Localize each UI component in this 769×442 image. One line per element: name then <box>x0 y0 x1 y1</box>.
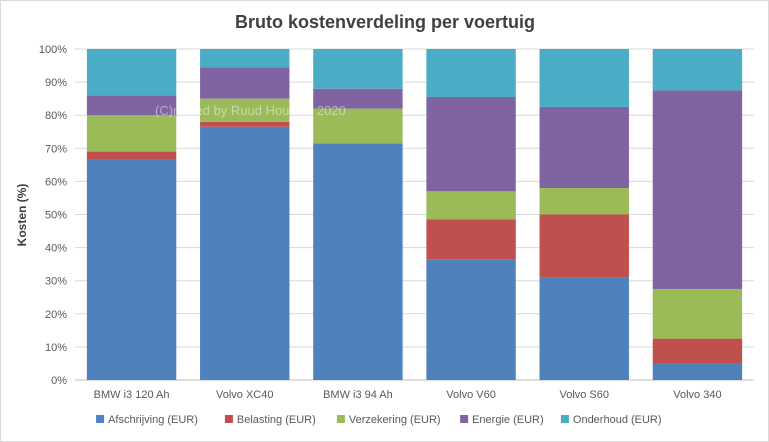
bar-segment <box>86 159 177 380</box>
bar-segment <box>313 108 403 144</box>
y-tick-label: 0% <box>51 375 67 387</box>
bar-segment <box>86 49 177 96</box>
bar-segment <box>313 88 403 109</box>
legend-swatch <box>560 415 569 423</box>
legend-label: Energie (EUR) <box>472 414 544 426</box>
bar-segment <box>652 49 743 91</box>
y-tick-labels: 0% 10% 20% 30% 40% 50% 60% 70% 80% 90% 100% <box>39 44 67 387</box>
bar-segment <box>200 98 290 122</box>
legend-label: Afschrijving (EUR) <box>108 414 198 426</box>
bar-segment <box>652 90 743 289</box>
bar-segment <box>86 95 177 116</box>
bar-segment <box>200 49 290 68</box>
x-tick-label: Volvo S60 <box>559 389 609 401</box>
y-tick-label: 90% <box>45 77 67 89</box>
x-tick-label: Volvo V60 <box>446 389 496 401</box>
bar-segment <box>539 214 629 278</box>
y-axis-label: Kosten (%) <box>15 184 29 247</box>
y-tick-label: 100% <box>39 44 67 56</box>
bar-segment <box>426 49 516 97</box>
bar-segment <box>539 49 629 107</box>
bar-segment <box>539 277 629 380</box>
bar-segment <box>200 126 290 380</box>
bar-segment <box>86 115 177 152</box>
watermark-text: (C)reated by Ruud Houwen 2020 <box>155 103 346 118</box>
bar-segment <box>200 121 290 127</box>
y-tick-label: 10% <box>45 342 67 354</box>
legend-swatch <box>336 415 345 423</box>
grid-lines <box>75 48 754 381</box>
legend-label: Belasting (EUR) <box>237 414 316 426</box>
legend-label: Onderhoud (EUR) <box>573 414 662 426</box>
bars <box>86 49 743 380</box>
y-tick-label: 30% <box>45 276 67 288</box>
x-tick-label: BMW i3 120 Ah <box>94 389 170 401</box>
bar-segment <box>200 67 290 99</box>
legend-swatch <box>96 415 105 423</box>
bar-segment <box>86 151 177 160</box>
bar-segment <box>652 363 743 380</box>
bar-segment <box>539 188 629 215</box>
legend-label: Verzekering (EUR) <box>349 414 441 426</box>
chart-title: Bruto kostenverdeling per voertuig <box>235 12 535 32</box>
x-tick-labels: BMW i3 120 Ah Volvo XC40 BMW i3 94 Ah Volvo… <box>94 389 722 401</box>
bar-segment <box>426 219 516 260</box>
bar-segment <box>313 49 403 89</box>
legend: Afschrijving (EUR) Belasting (EUR) Verzeke… <box>96 414 662 426</box>
y-tick-label: 20% <box>45 309 67 321</box>
y-tick-label: 50% <box>45 210 67 222</box>
legend-swatch <box>460 415 469 423</box>
bar-segment <box>426 96 516 192</box>
y-tick-label: 40% <box>45 243 67 255</box>
bar-segment <box>539 106 629 189</box>
bar-segment <box>652 338 743 364</box>
bar-segment <box>313 143 403 380</box>
y-tick-label: 60% <box>45 176 67 188</box>
x-tick-label: Volvo 340 <box>673 389 721 401</box>
y-tick-label: 80% <box>45 110 67 122</box>
bar-segment <box>426 191 516 220</box>
bar-segment <box>652 288 743 339</box>
legend-swatch <box>224 415 233 423</box>
y-tick-label: 70% <box>45 143 67 155</box>
x-tick-label: Volvo XC40 <box>216 389 273 401</box>
x-tick-label: BMW i3 94 Ah <box>323 389 393 401</box>
bar-segment <box>426 259 516 380</box>
